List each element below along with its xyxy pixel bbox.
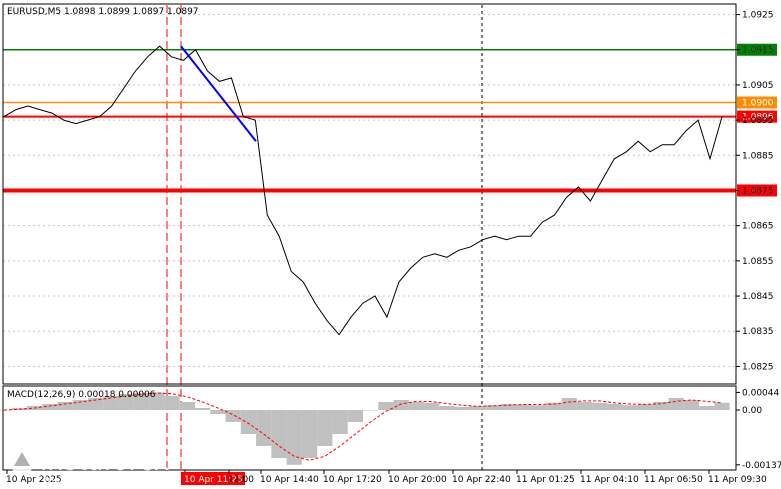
y-tick-label: 1.0895 (742, 116, 774, 126)
macd-histogram-bar (317, 410, 333, 446)
macd-histogram-bar (439, 406, 455, 410)
macd-histogram-bar (240, 410, 257, 434)
x-tick-label: 10 Apr 11:25 (184, 475, 243, 485)
macd-histogram-bar (393, 400, 409, 410)
y-tick-label: 1.0925 (742, 11, 774, 21)
macd-histogram-bar (347, 410, 363, 422)
macd-histogram-bar (500, 404, 516, 410)
macd-histogram-bar (714, 402, 730, 410)
macd-histogram-bar (637, 404, 654, 410)
level-price-tag (737, 184, 777, 197)
macd-histogram-bar (699, 406, 715, 410)
trend-line-segment[interactable] (180, 45, 257, 142)
macd-histogram-bar (576, 402, 593, 410)
macd-axis: 0.00044 0.00 -0.00137 (736, 388, 781, 471)
macd-histogram-bar (256, 410, 272, 446)
macd-histogram-bar (194, 408, 211, 410)
x-tick-label: 10 Apr 14:40 (260, 475, 319, 485)
x-tick-label: 10 Apr 20:00 (388, 475, 447, 485)
watermark-logo-mark (14, 452, 30, 466)
x-tick-label: 12:00 (228, 475, 254, 485)
x-tick-label: 10 Apr 17:20 (323, 475, 382, 485)
y-tick-label: 1.0825 (742, 362, 774, 372)
macd-histogram-bar (42, 404, 58, 410)
macd-histogram-bar (133, 392, 150, 410)
x-tick-label: 11 Apr 01:25 (516, 475, 575, 485)
macd-signal-line (3, 392, 723, 461)
macd-histogram-bar (72, 400, 89, 410)
level-price-tag (737, 43, 777, 56)
macd-histogram-bar (164, 396, 180, 410)
macd-histogram-bar (592, 402, 608, 410)
chart-title: EURUSD,M5 1.0898 1.0899 1.0897 1.0897 (7, 7, 199, 17)
macd-histogram-bar (653, 402, 669, 410)
macd-tick-label: 0.00044 (742, 388, 779, 398)
macd-histogram-bar (469, 406, 486, 410)
y-tick-label: 1.0845 (742, 292, 774, 302)
level-price-tag (737, 110, 777, 123)
y-tick-label: 1.0905 (742, 81, 774, 91)
macd-histogram-bar (286, 410, 302, 465)
watermark: instaforex Instant Forex Trading (9, 447, 169, 487)
level-price-label: 1.0875 (742, 186, 774, 196)
price-axis: 1.0925 1.0915 1.0905 1.0895 1.0885 1.0875 1.08… (736, 11, 774, 372)
macd-histogram-bar (88, 398, 104, 410)
macd-histogram-bar (454, 406, 470, 410)
macd-histogram-bar (301, 410, 318, 458)
y-tick-label: 1.0915 (742, 46, 774, 56)
macd-histogram-bar (118, 394, 134, 410)
macd-panel-frame (2, 385, 737, 471)
macd-histogram-bar (668, 398, 684, 410)
macd-series (0, 392, 730, 465)
macd-histogram-bar (622, 405, 638, 410)
macd-title: MACD(12,26,9) 0.00018 0.00006 (7, 390, 156, 400)
macd-histogram-bar (363, 410, 379, 411)
macd-histogram-bar (179, 402, 195, 410)
macd-histogram-bar (271, 410, 287, 458)
macd-histogram-bar (546, 402, 562, 410)
y-tick-label: 1.0835 (742, 327, 774, 337)
x-tick-label: 11 Apr 06:50 (644, 475, 703, 485)
price-line (3, 45, 723, 336)
horizontal-levels: 1.0915 1.0900 1.0896 1.0875 (3, 43, 777, 197)
level-price-label: 1.0900 (742, 99, 774, 109)
y-tick-label: 1.0855 (742, 257, 774, 267)
macd-histogram-bar (408, 402, 425, 410)
y-tick-label: 1.0875 (742, 186, 774, 196)
macd-histogram-bar (561, 398, 577, 410)
macd-histogram-bar (683, 400, 700, 410)
x-tick-label: 11 Apr 09:30 (708, 475, 767, 485)
macd-tick-label: 0.00 (742, 406, 762, 416)
level-price-label: 1.0896 (742, 113, 774, 123)
macd-histogram-bar (225, 410, 241, 422)
macd-histogram-bar (515, 404, 532, 410)
price-series (3, 45, 723, 336)
y-tick-label: 1.0865 (742, 222, 774, 232)
x-tick-highlight (181, 472, 245, 485)
watermark-tagline: Instant Forex Trading (44, 474, 160, 487)
macd-histogram-bar (378, 402, 394, 410)
x-tick-label: 11 Apr 04:10 (580, 475, 639, 485)
macd-histogram-bar (210, 410, 226, 414)
watermark-brand: instaforex (40, 447, 169, 477)
y-tick-label: 1.0885 (742, 151, 774, 161)
macd-histogram-bar (607, 404, 623, 410)
macd-histogram-bar (103, 396, 119, 410)
level-price-label: 1.0915 (742, 46, 774, 56)
x-tick-label: 10 Apr 2025 (6, 475, 62, 485)
macd-histogram-bar (57, 402, 73, 410)
price-panel-frame (2, 3, 737, 385)
level-price-tag (737, 96, 777, 109)
macd-histogram-bar (424, 402, 440, 410)
macd-histogram-bar (531, 405, 547, 410)
trend-line (180, 45, 257, 142)
macd-tick-label: -0.00137 (742, 461, 781, 471)
x-tick-label: 10 Apr 22:40 (452, 475, 511, 485)
macd-histogram-bar (485, 405, 501, 410)
macd-histogram-bar (332, 410, 348, 434)
macd-histogram-bar (149, 392, 165, 410)
